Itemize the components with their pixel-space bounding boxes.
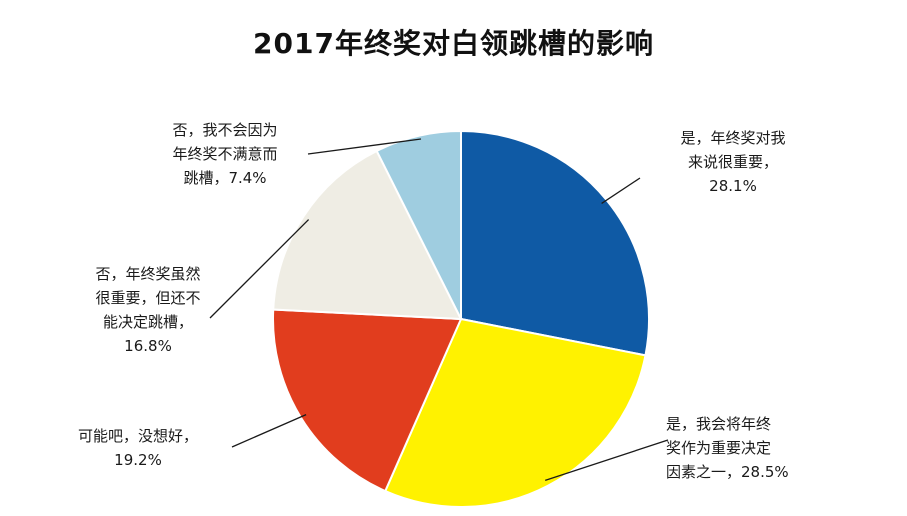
pie-slice-3 — [272, 149, 463, 321]
pie-slice-4 — [375, 129, 462, 320]
slice-label-1: 是，我会将年终 奖作为重要决定 因素之一，28.5% — [666, 415, 789, 481]
slice-label-2: 可能吧，没想好， 19.2% — [77, 427, 198, 469]
leader-line-3 — [209, 219, 310, 319]
leader-line-0 — [601, 177, 641, 204]
leader-line-2 — [231, 414, 307, 448]
pie-slice-1 — [383, 317, 647, 509]
pie-slice-2 — [272, 308, 463, 493]
leader-line-1 — [544, 439, 669, 482]
chart-title: 2017年终奖对白领跳槽的影响 — [253, 27, 654, 60]
slice-label-3: 否，年终奖虽然 很重要，但还不 能决定跳槽， 16.8% — [95, 265, 201, 355]
pie-slices — [272, 129, 650, 509]
slice-label-0: 是，年终奖对我 来说很重要， 28.1% — [680, 129, 786, 195]
leader-lines — [209, 138, 669, 482]
slice-label-4: 否，我不会因为 年终奖不满意而 跳槽，7.4% — [172, 121, 278, 187]
leader-line-4 — [307, 138, 422, 155]
pie-slice-0 — [460, 129, 650, 357]
